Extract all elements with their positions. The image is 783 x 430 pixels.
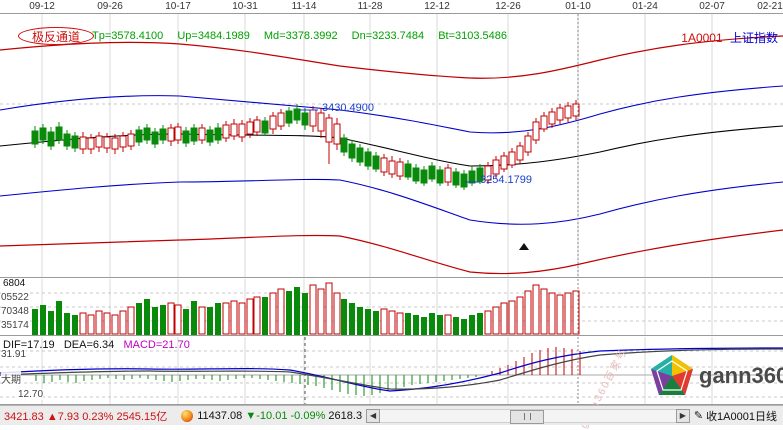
x-tick: 10-17 xyxy=(165,1,191,12)
status-right-label: 收1A0001日线 xyxy=(706,410,777,423)
x-tick: 10-31 xyxy=(232,1,258,12)
status-right[interactable]: ✎ 收1A0001日线 xyxy=(694,408,783,424)
status-bar: 3421.83 ▲7.93 0.23% 2545.15亿 11437.08 ▼-… xyxy=(0,405,783,425)
gann360-logo: gann360 xyxy=(649,351,783,401)
x-tick: 11-14 xyxy=(291,1,317,12)
logo-text: gann360 xyxy=(699,363,783,388)
price-annotation-upper: 3430.4900 xyxy=(322,102,374,114)
macd-ytick-top: 31.91 xyxy=(1,349,27,360)
status-index-value: 3421.83 xyxy=(4,410,44,423)
volume-header: 6804 xyxy=(3,278,26,289)
macd-chart-svg xyxy=(0,337,783,404)
indicator-md: Md=3378.3992 xyxy=(263,30,338,42)
price-pane[interactable]: 极反通道 Tp=3578.4100 Up=3484.1989 Md=3378.3… xyxy=(0,14,783,278)
x-tick: 02-07 xyxy=(699,1,725,12)
x-tick: 12-12 xyxy=(424,1,450,12)
status-second-value: 11437.08 xyxy=(197,409,243,422)
symbol-code: 1A0001 xyxy=(681,31,723,45)
price-annotation-lower: 3254.1799 xyxy=(480,174,532,186)
scrollbar-thumb[interactable] xyxy=(510,409,545,424)
x-tick: 01-10 xyxy=(565,1,591,12)
pencil-icon: ✎ xyxy=(693,410,704,422)
macd-header: DIF=17.19 DEA=6.34 MACD=21.70 xyxy=(3,339,190,351)
indicator-header: Tp=3578.4100 Up=3484.1989 Md=3378.3992 D… xyxy=(92,30,518,42)
status-index-summary: 3421.83 ▲7.93 0.23% 2545.15亿 xyxy=(0,408,167,424)
symbol-name: 上证指数 xyxy=(729,31,778,45)
volume-chart-svg xyxy=(0,279,783,335)
indicator-dn: Dn=3233.7484 xyxy=(351,30,425,42)
volume-ytick: 70348 xyxy=(1,306,29,317)
volume-ytick: 05522 xyxy=(1,292,29,303)
status-second-change: ▼-10.01 xyxy=(245,409,288,422)
x-tick: 11-28 xyxy=(357,1,383,12)
indicator-bt: Bt=3103.5486 xyxy=(438,30,508,42)
macd-value-label: MACD=21.70 xyxy=(123,339,190,351)
horizontal-scrollbar[interactable]: ◀ ▶ xyxy=(366,408,690,424)
logo-mark-icon xyxy=(649,353,695,399)
axis-divider xyxy=(0,13,783,14)
indicator-tp: Tp=3578.4100 xyxy=(92,30,164,42)
symbol-label: 1A0001 上证指数 xyxy=(681,29,778,46)
status-index-amount: 2545.15亿 xyxy=(116,410,168,423)
macd-left-note: 大期 xyxy=(1,371,21,386)
status-second-pct: -0.09% xyxy=(290,409,326,422)
x-tick: 02-21 xyxy=(757,1,783,12)
x-tick: 12-26 xyxy=(495,1,521,12)
scroll-left-button[interactable]: ◀ xyxy=(366,408,381,423)
status-index-change: ▲7.93 xyxy=(46,410,80,423)
date-axis: 09-12 09-26 10-17 10-31 11-14 11-28 12-1… xyxy=(0,0,783,14)
scrollbar-track[interactable] xyxy=(380,408,676,424)
indicator-up: Up=3484.1989 xyxy=(177,30,250,42)
channel-name-badge: 极反通道 xyxy=(18,27,94,45)
x-tick: 09-26 xyxy=(97,1,123,12)
status-index-pct: 0.23% xyxy=(82,410,114,423)
volume-pane[interactable]: 6804 05522 70348 35174 xyxy=(0,278,783,336)
scroll-right-button[interactable]: ▶ xyxy=(675,408,690,423)
macd-dif-label: DIF=17.19 xyxy=(3,339,55,351)
up-arrow-marker xyxy=(519,243,529,250)
status-second-summary: 11437.08 ▼-10.01 -0.09% 2618.3 xyxy=(181,409,363,422)
macd-dea-label: DEA=6.34 xyxy=(63,339,115,351)
macd-ytick-bottom: 12.70 xyxy=(18,389,44,400)
x-tick: 09-12 xyxy=(29,1,55,12)
x-tick: 01-24 xyxy=(632,1,658,12)
status-second-amount: 2618.3 xyxy=(328,409,363,422)
volume-ytick: 35174 xyxy=(1,320,29,331)
index-ball-icon xyxy=(181,409,194,422)
price-chart-svg xyxy=(0,14,783,277)
